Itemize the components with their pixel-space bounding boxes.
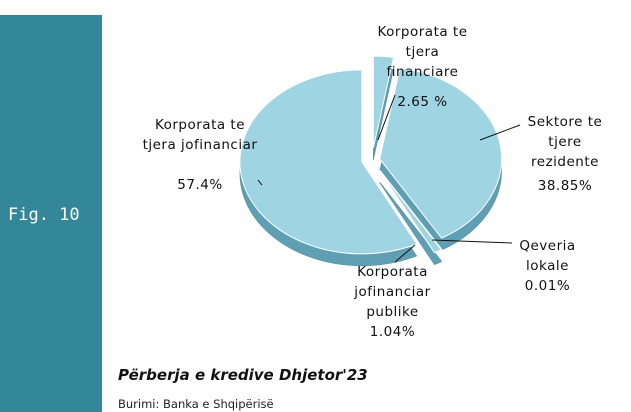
slice — [379, 67, 503, 239]
slice-side — [379, 182, 443, 262]
side-bar — [0, 15, 102, 412]
value-label: 0.01% — [524, 278, 571, 294]
chart-title: Përberja e kredive Dhjetor'23 — [118, 366, 368, 384]
value-label: 1.04% — [369, 324, 416, 340]
slice-side — [379, 182, 442, 265]
leader-line — [377, 94, 396, 141]
slice — [239, 69, 418, 255]
category-label: Qeveria lokale — [519, 238, 576, 274]
value-label: 2.65 % — [397, 94, 448, 110]
slice — [379, 170, 443, 254]
figure-label: Fig. 10 — [8, 205, 80, 225]
category-label: Korporata jofinanciar publike — [354, 264, 431, 320]
category-label: Korporata te tjera jofinanciar — [142, 117, 258, 153]
category-label: Korporata te tjera financiare — [377, 24, 468, 80]
value-label: 38.85% — [537, 178, 593, 194]
leader-line — [394, 244, 416, 263]
source-note: Burimi: Banka e Shqipërisë — [118, 397, 274, 411]
leader-line — [431, 239, 513, 244]
value-label: 57.4% — [177, 177, 223, 193]
leader-line — [257, 179, 263, 186]
leader-line — [479, 124, 521, 141]
category-label: Sektore te tjere rezidente — [527, 114, 603, 170]
slice — [372, 55, 395, 149]
